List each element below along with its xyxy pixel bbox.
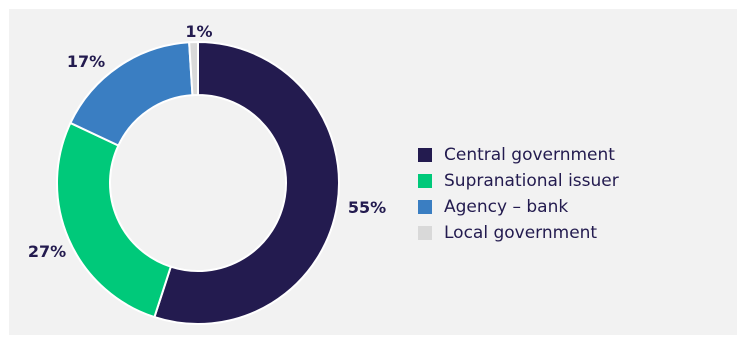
legend-label: Central government (444, 145, 615, 165)
legend-label: Local government (444, 223, 598, 243)
legend-item-central-government: Central government (418, 142, 619, 168)
legend-swatch (418, 174, 432, 188)
legend-swatch (418, 148, 432, 162)
legend-item-supranational-issuer: Supranational issuer (418, 168, 619, 194)
donut-slices (56, 40, 340, 325)
slice-percent-label: 27% (28, 242, 66, 261)
legend-swatch (418, 200, 432, 214)
legend-label: Supranational issuer (444, 171, 619, 191)
slice-percent-label: 1% (185, 22, 212, 41)
donut-slice-local-government (188, 40, 199, 97)
legend-label: Agency – bank (444, 197, 569, 217)
legend-swatch (418, 226, 432, 240)
legend-item-local-government: Local government (418, 220, 619, 246)
legend: Central government Supranational issuer … (418, 142, 619, 246)
donut-slice-supranational-issuer (56, 121, 173, 319)
slice-percent-label: 17% (67, 52, 105, 71)
slice-percent-label: 55% (348, 198, 386, 217)
legend-item-agency-bank: Agency – bank (418, 194, 619, 220)
slice-labels: 55% 27% 17% 1% (28, 22, 386, 261)
donut-slice-central-government (153, 40, 340, 325)
